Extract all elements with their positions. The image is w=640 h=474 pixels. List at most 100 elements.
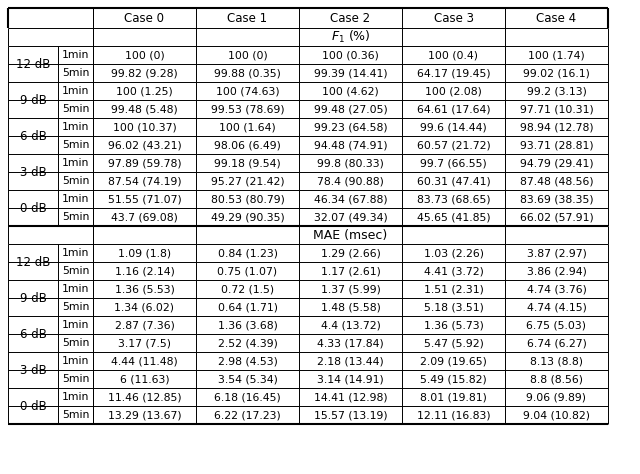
Text: 0 dB: 0 dB bbox=[20, 400, 46, 412]
Text: 1min: 1min bbox=[62, 320, 89, 330]
Text: Case 4: Case 4 bbox=[536, 11, 577, 25]
Text: 100 (1.74): 100 (1.74) bbox=[528, 50, 585, 60]
Text: 1.36 (3.68): 1.36 (3.68) bbox=[218, 320, 277, 330]
Text: 99.2 (3.13): 99.2 (3.13) bbox=[527, 86, 586, 96]
Text: 1min: 1min bbox=[62, 248, 89, 258]
Text: 98.06 (6.49): 98.06 (6.49) bbox=[214, 140, 281, 150]
Text: 100 (10.37): 100 (10.37) bbox=[113, 122, 177, 132]
Text: 5min: 5min bbox=[62, 266, 89, 276]
Text: 9.04 (10.82): 9.04 (10.82) bbox=[523, 410, 590, 420]
Text: 1min: 1min bbox=[62, 392, 89, 402]
Text: 5min: 5min bbox=[62, 176, 89, 186]
Text: 0 dB: 0 dB bbox=[20, 201, 46, 215]
Text: 1.03 (2.26): 1.03 (2.26) bbox=[424, 248, 483, 258]
Text: 5min: 5min bbox=[62, 302, 89, 312]
Text: MAE (msec): MAE (msec) bbox=[314, 228, 388, 241]
Text: 5min: 5min bbox=[62, 212, 89, 222]
Text: 2.52 (4.39): 2.52 (4.39) bbox=[218, 338, 277, 348]
Text: 2.09 (19.65): 2.09 (19.65) bbox=[420, 356, 487, 366]
Text: 4.4 (13.72): 4.4 (13.72) bbox=[321, 320, 380, 330]
Text: 94.79 (29.41): 94.79 (29.41) bbox=[520, 158, 593, 168]
Text: 5min: 5min bbox=[62, 140, 89, 150]
Text: 3 dB: 3 dB bbox=[20, 364, 46, 376]
Text: 100 (0.36): 100 (0.36) bbox=[322, 50, 379, 60]
Text: 100 (4.62): 100 (4.62) bbox=[322, 86, 379, 96]
Text: 99.82 (9.28): 99.82 (9.28) bbox=[111, 68, 178, 78]
Text: 6 dB: 6 dB bbox=[20, 328, 47, 340]
Text: 97.89 (59.78): 97.89 (59.78) bbox=[108, 158, 181, 168]
Text: Case 3: Case 3 bbox=[433, 11, 474, 25]
Text: 6.18 (16.45): 6.18 (16.45) bbox=[214, 392, 281, 402]
Text: 60.57 (21.72): 60.57 (21.72) bbox=[417, 140, 490, 150]
Text: 99.6 (14.44): 99.6 (14.44) bbox=[420, 122, 487, 132]
Text: 1min: 1min bbox=[62, 194, 89, 204]
Text: 1min: 1min bbox=[62, 50, 89, 60]
Text: 5min: 5min bbox=[62, 68, 89, 78]
Text: 0.75 (1.07): 0.75 (1.07) bbox=[218, 266, 278, 276]
Text: 95.27 (21.42): 95.27 (21.42) bbox=[211, 176, 284, 186]
Text: 6.22 (17.23): 6.22 (17.23) bbox=[214, 410, 281, 420]
Text: 1min: 1min bbox=[62, 158, 89, 168]
Text: 1.37 (5.99): 1.37 (5.99) bbox=[321, 284, 380, 294]
Text: 9.06 (9.89): 9.06 (9.89) bbox=[527, 392, 586, 402]
Text: 1.09 (1.8): 1.09 (1.8) bbox=[118, 248, 171, 258]
Text: 87.54 (74.19): 87.54 (74.19) bbox=[108, 176, 181, 186]
Text: 83.73 (68.65): 83.73 (68.65) bbox=[417, 194, 490, 204]
Text: 8.8 (8.56): 8.8 (8.56) bbox=[530, 374, 583, 384]
Text: 43.7 (69.08): 43.7 (69.08) bbox=[111, 212, 178, 222]
Text: 2.18 (13.44): 2.18 (13.44) bbox=[317, 356, 384, 366]
Text: 66.02 (57.91): 66.02 (57.91) bbox=[520, 212, 593, 222]
Text: 6.75 (5.03): 6.75 (5.03) bbox=[527, 320, 586, 330]
Text: 1.34 (6.02): 1.34 (6.02) bbox=[115, 302, 175, 312]
Text: 3.54 (5.34): 3.54 (5.34) bbox=[218, 374, 277, 384]
Text: 1min: 1min bbox=[62, 122, 89, 132]
Text: 2.87 (7.36): 2.87 (7.36) bbox=[115, 320, 175, 330]
Text: 100 (1.25): 100 (1.25) bbox=[116, 86, 173, 96]
Text: 93.71 (28.81): 93.71 (28.81) bbox=[520, 140, 593, 150]
Text: $F_1$ (%): $F_1$ (%) bbox=[331, 29, 371, 45]
Text: 0.84 (1.23): 0.84 (1.23) bbox=[218, 248, 278, 258]
Text: 94.48 (74.91): 94.48 (74.91) bbox=[314, 140, 387, 150]
Text: 2.98 (4.53): 2.98 (4.53) bbox=[218, 356, 277, 366]
Text: 6.74 (6.27): 6.74 (6.27) bbox=[527, 338, 586, 348]
Text: Case 0: Case 0 bbox=[125, 11, 164, 25]
Text: 99.8 (80.33): 99.8 (80.33) bbox=[317, 158, 384, 168]
Text: 60.31 (47.41): 60.31 (47.41) bbox=[417, 176, 490, 186]
Text: 100 (1.64): 100 (1.64) bbox=[219, 122, 276, 132]
Text: 100 (74.63): 100 (74.63) bbox=[216, 86, 279, 96]
Text: 5.47 (5.92): 5.47 (5.92) bbox=[424, 338, 483, 348]
Text: 3.86 (2.94): 3.86 (2.94) bbox=[527, 266, 586, 276]
Text: 3.17 (7.5): 3.17 (7.5) bbox=[118, 338, 171, 348]
Text: 5min: 5min bbox=[62, 374, 89, 384]
Text: 100 (0): 100 (0) bbox=[228, 50, 268, 60]
Text: 6 dB: 6 dB bbox=[20, 129, 47, 143]
Text: 9 dB: 9 dB bbox=[20, 292, 47, 304]
Text: 9 dB: 9 dB bbox=[20, 93, 47, 107]
Text: 1.16 (2.14): 1.16 (2.14) bbox=[115, 266, 175, 276]
Text: 99.23 (64.58): 99.23 (64.58) bbox=[314, 122, 387, 132]
Text: 32.07 (49.34): 32.07 (49.34) bbox=[314, 212, 387, 222]
Text: 3.14 (14.91): 3.14 (14.91) bbox=[317, 374, 384, 384]
Text: 4.74 (4.15): 4.74 (4.15) bbox=[527, 302, 586, 312]
Text: 5min: 5min bbox=[62, 104, 89, 114]
Text: 99.48 (5.48): 99.48 (5.48) bbox=[111, 104, 178, 114]
Text: 64.17 (19.45): 64.17 (19.45) bbox=[417, 68, 490, 78]
Text: 4.44 (11.48): 4.44 (11.48) bbox=[111, 356, 178, 366]
Text: 99.7 (66.55): 99.7 (66.55) bbox=[420, 158, 487, 168]
Text: 45.65 (41.85): 45.65 (41.85) bbox=[417, 212, 490, 222]
Text: 12 dB: 12 dB bbox=[16, 57, 50, 71]
Text: 46.34 (67.88): 46.34 (67.88) bbox=[314, 194, 387, 204]
Text: 49.29 (90.35): 49.29 (90.35) bbox=[211, 212, 284, 222]
Text: 4.33 (17.84): 4.33 (17.84) bbox=[317, 338, 384, 348]
Text: 99.02 (16.1): 99.02 (16.1) bbox=[523, 68, 590, 78]
Text: 100 (0): 100 (0) bbox=[125, 50, 164, 60]
Text: 5.18 (3.51): 5.18 (3.51) bbox=[424, 302, 483, 312]
Text: 4.74 (3.76): 4.74 (3.76) bbox=[527, 284, 586, 294]
Text: 99.53 (78.69): 99.53 (78.69) bbox=[211, 104, 284, 114]
Text: 1min: 1min bbox=[62, 284, 89, 294]
Text: 64.61 (17.64): 64.61 (17.64) bbox=[417, 104, 490, 114]
Text: 8.13 (8.8): 8.13 (8.8) bbox=[530, 356, 583, 366]
Text: 1.17 (2.61): 1.17 (2.61) bbox=[321, 266, 380, 276]
Text: 11.46 (12.85): 11.46 (12.85) bbox=[108, 392, 181, 402]
Text: 98.94 (12.78): 98.94 (12.78) bbox=[520, 122, 593, 132]
